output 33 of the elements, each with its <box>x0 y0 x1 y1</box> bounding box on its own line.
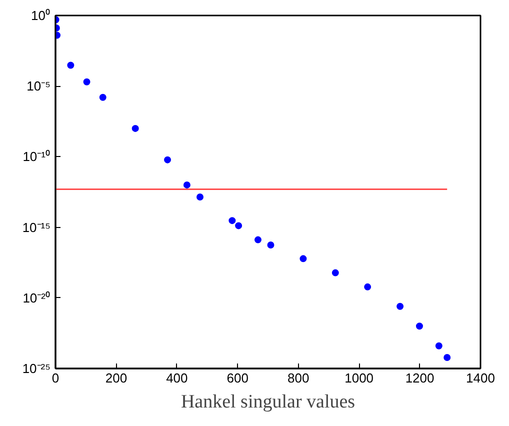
point <box>67 62 74 69</box>
point <box>396 302 404 310</box>
point <box>364 283 372 290</box>
x-tick-label: 400 <box>166 370 188 386</box>
point <box>99 94 106 101</box>
x-axis-title: Hankel singular values <box>180 392 356 412</box>
point <box>196 194 204 200</box>
point <box>435 342 442 350</box>
point <box>444 354 451 362</box>
x-tick-label: 800 <box>288 370 310 386</box>
point <box>228 217 236 224</box>
y-tick-label: 10⁻²⁵ <box>22 361 51 376</box>
y-tick-label: 10⁻¹⁵ <box>22 220 51 235</box>
point <box>254 236 262 244</box>
y-tick-label: 10⁻²⁰ <box>22 290 51 306</box>
y-tick-label: 10⁻⁵ <box>26 78 51 94</box>
point <box>416 322 423 330</box>
point <box>183 181 190 188</box>
y-tick-label: 10⁻¹⁰ <box>22 149 51 164</box>
x-tick-label: 200 <box>105 370 128 386</box>
point <box>300 255 307 262</box>
point <box>83 78 90 86</box>
point <box>235 222 242 230</box>
x-tick-label: 1400 <box>466 370 495 386</box>
point <box>164 156 172 164</box>
y-tick-label: 10⁰ <box>31 8 51 23</box>
point <box>132 124 139 132</box>
point <box>332 269 339 276</box>
x-tick-label: 1000 <box>344 370 374 386</box>
point <box>267 241 274 248</box>
x-tick-label: 600 <box>226 370 248 386</box>
x-tick-label: 0 <box>52 370 60 386</box>
x-tick-label: 1200 <box>405 370 434 386</box>
